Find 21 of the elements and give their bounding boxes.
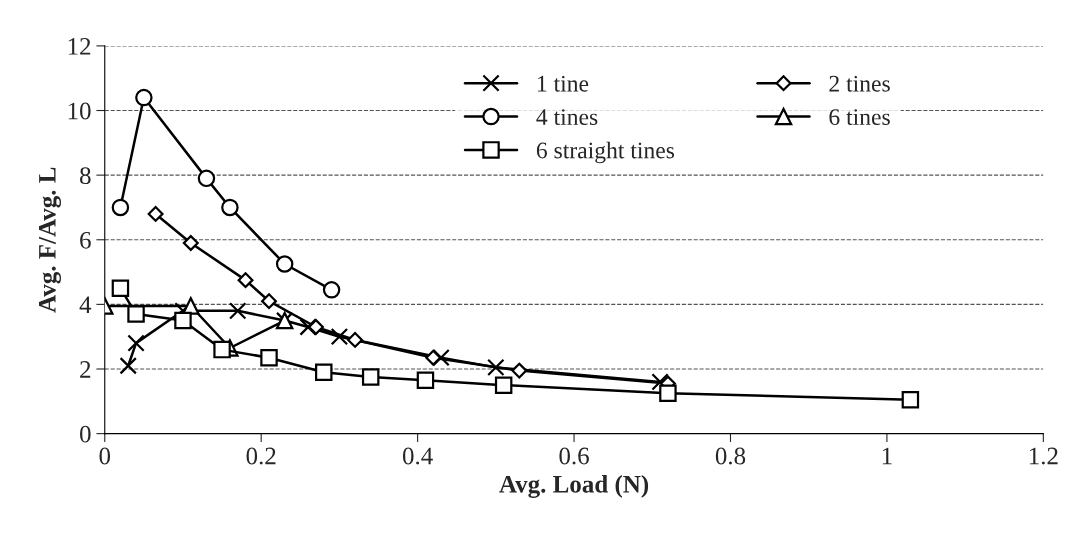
x-tick-label: 0	[99, 447, 111, 465]
y-tick-label: 12	[68, 38, 91, 55]
y-axis-title: Avg. F/Avg. L	[38, 167, 62, 313]
legend-label: 1 tine	[537, 75, 589, 92]
y-tick-label: 10	[68, 102, 91, 120]
y-tick-label: 8	[80, 167, 91, 185]
legend-label: 6 tines	[829, 109, 890, 126]
x-tick-label: 0.2	[246, 447, 276, 465]
y-tick-label: 2	[80, 361, 91, 378]
y-tick-label: 6	[80, 231, 91, 249]
y-tick-label: 0	[80, 425, 91, 443]
x-tick-label: 0.6	[559, 447, 589, 465]
legend-label: 6 straight tines	[536, 141, 675, 164]
legend-label: 4 tines	[536, 109, 598, 126]
y-tick-label: 4	[79, 296, 92, 314]
x-tick-label: 0.4	[402, 447, 433, 465]
x-tick-label: 0.8	[715, 447, 746, 465]
x-axis-title: Avg. Load (N)	[499, 475, 649, 498]
legend-label: 2 tines	[829, 75, 890, 92]
x-tick-label: 1	[882, 447, 892, 465]
x-tick-label: 1.2	[1029, 447, 1058, 465]
